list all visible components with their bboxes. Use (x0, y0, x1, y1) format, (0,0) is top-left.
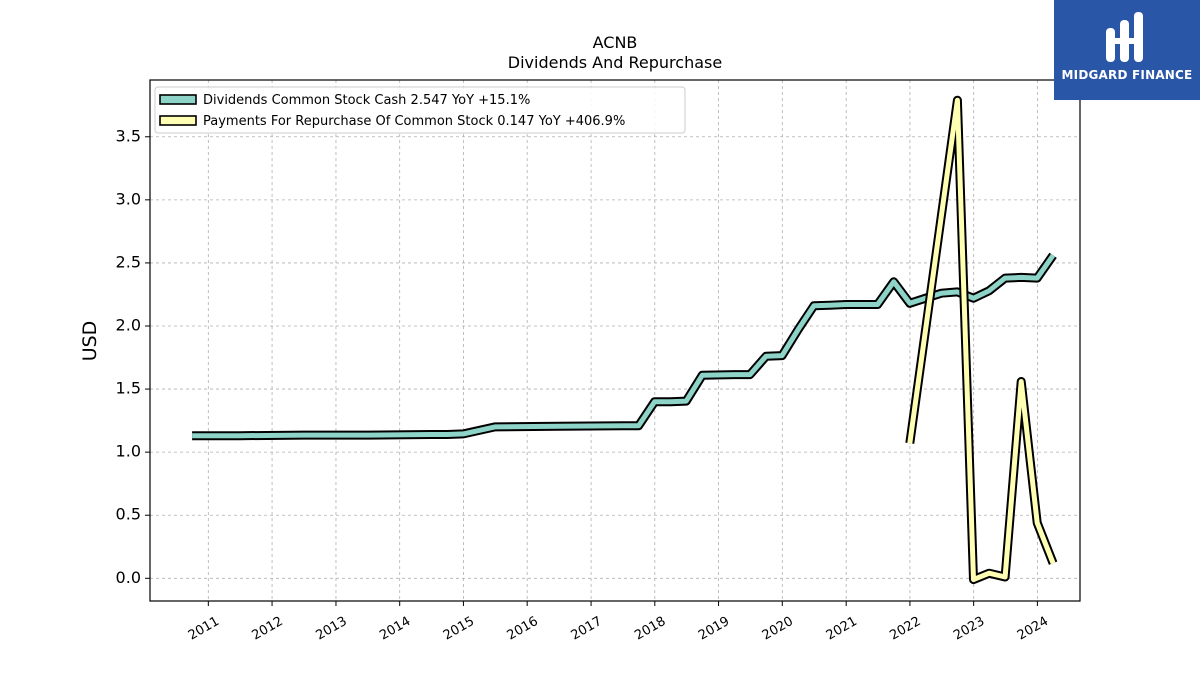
chart-subtitle: Dividends And Repurchase (508, 53, 722, 72)
logo-text: MIDGARD FINANCE (1061, 68, 1193, 82)
y-tick-label: 3.5 (116, 126, 141, 145)
y-tick-label: 3.0 (116, 189, 141, 208)
y-axis-title: USD (79, 321, 101, 362)
y-tick-label: 0.0 (116, 568, 141, 587)
y-tick-label: 2.5 (116, 252, 141, 271)
legend-box (154, 86, 686, 134)
legend: Dividends Common Stock Cash 2.547 YoY +1… (154, 86, 686, 134)
legend-swatch-dividends (159, 94, 197, 105)
brand-logo: MIDGARD FINANCE (1054, 0, 1200, 100)
series-line-1 (907, 97, 1056, 583)
chart-title: ACNB (593, 33, 638, 52)
y-tick-label: 1.5 (116, 379, 141, 398)
legend-swatch-repurchase (159, 115, 197, 126)
y-axis: 0.0 0.5 1.0 1.5 2.0 2.5 3.0 3.5 (116, 126, 150, 587)
plot-frame (149, 79, 1081, 602)
logo-mark-icon (1106, 12, 1143, 62)
y-tick-label: 1.0 (116, 442, 141, 461)
series-lines (192, 95, 1058, 585)
legend-label-dividends: Dividends Common Stock Cash 2.547 YoY +1… (203, 93, 530, 108)
y-tick-label: 2.0 (116, 315, 141, 334)
grid-lines (150, 80, 1080, 601)
y-tick-label: 0.5 (116, 505, 141, 524)
legend-label-repurchase: Payments For Repurchase Of Common Stock … (203, 114, 625, 129)
